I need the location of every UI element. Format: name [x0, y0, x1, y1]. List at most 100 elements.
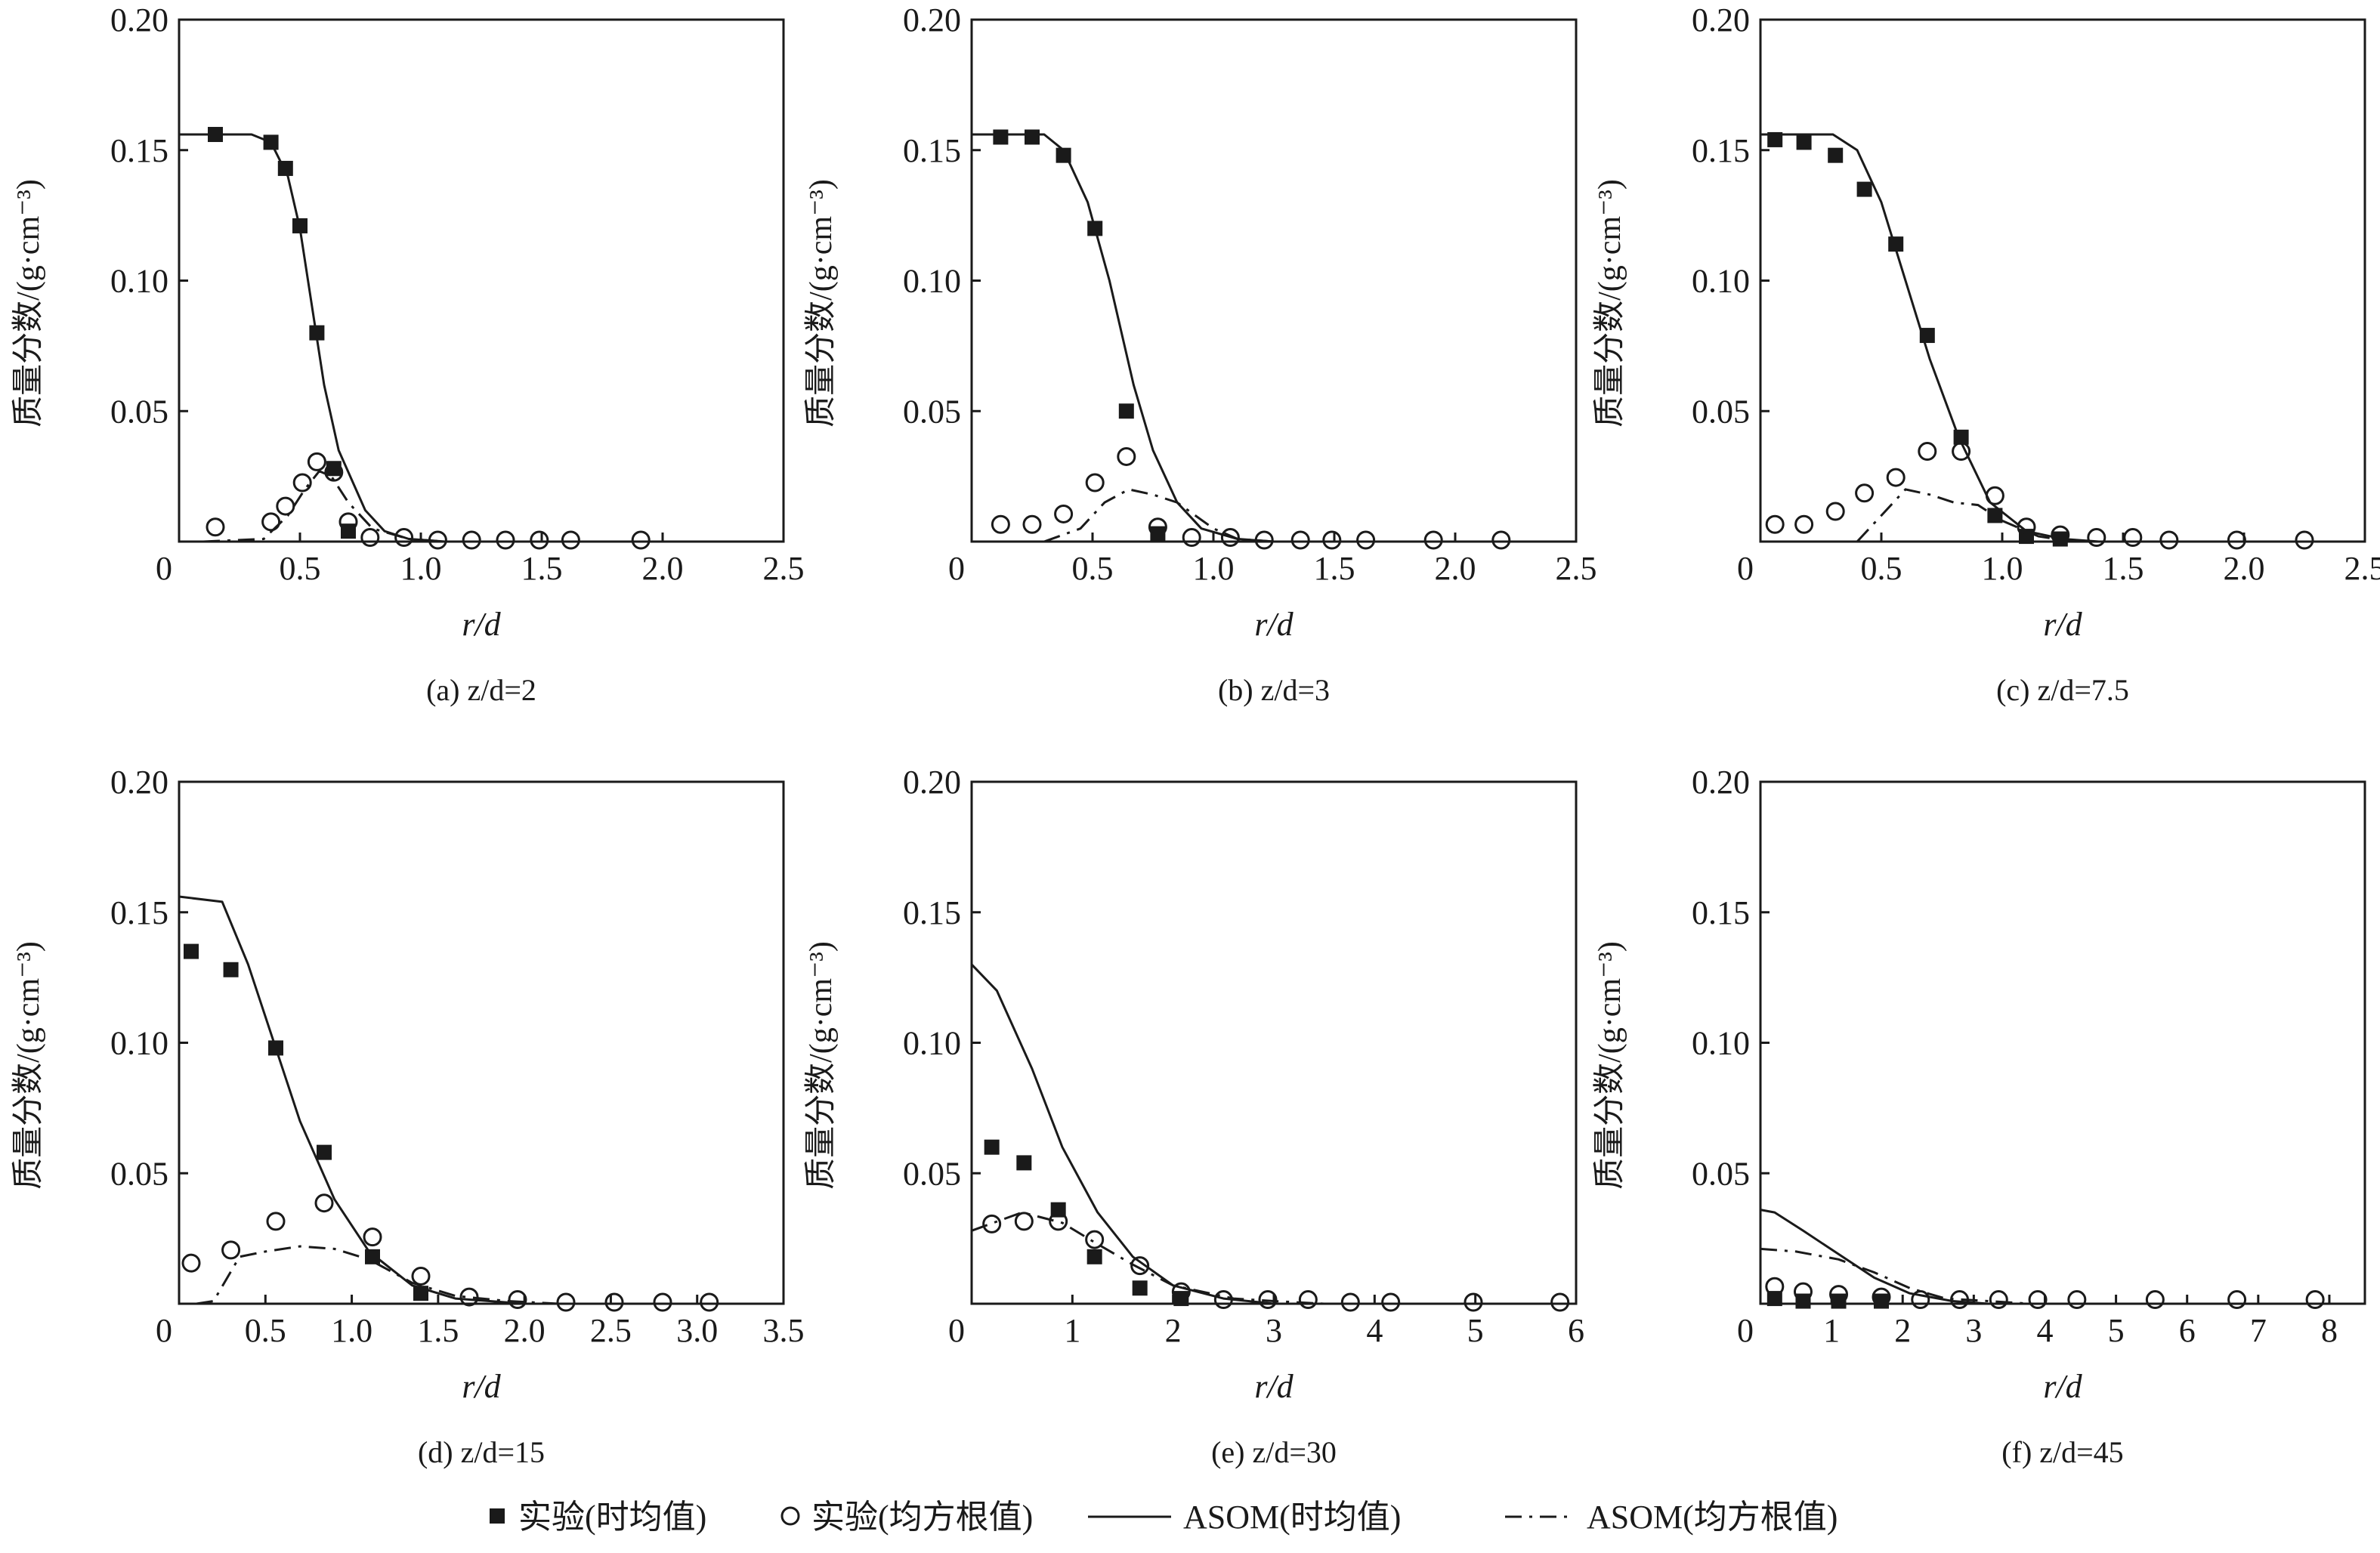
exp-rms-point [181, 1253, 201, 1273]
y-tick-label: 0.20 [903, 2, 961, 39]
legend-label-exp-mean: 实验(时均值) [518, 1499, 706, 1536]
exp-mean-point [317, 1144, 332, 1160]
exp-rms-point [1829, 1285, 1849, 1304]
exp-mean-point [223, 962, 239, 977]
exp-rms-point [1298, 1290, 1318, 1310]
y-tick-label: 0.10 [1692, 263, 1750, 300]
x-tick-label: 7 [2250, 1312, 2267, 1349]
exp-rms-point [411, 1266, 431, 1286]
exp-mean-point [1118, 403, 1134, 419]
exp-rms-point [1290, 530, 1310, 550]
exp-mean-point [984, 1139, 1000, 1155]
exp-mean-point [1828, 147, 1844, 163]
x-tick-label: 1 [1064, 1312, 1080, 1349]
asom-rms-line [971, 1211, 1576, 1305]
x-tick-label: 1.0 [331, 1312, 372, 1349]
exp-rms-point [1014, 1212, 1034, 1231]
x-tick-label: 1.5 [2103, 550, 2144, 587]
x-tick-label: 0.5 [1861, 550, 1902, 587]
asom-mean-line [1760, 133, 2365, 543]
exp-rms-point [221, 1240, 241, 1260]
subplot-e: 0.05 0.10 0.15 0.20 0 1 2 3 4 5 6 r/d (e) z/d=30 质量分数… [804, 764, 1584, 1469]
exp-rms-point [1911, 1290, 1930, 1310]
y-tick-label: 0.15 [110, 894, 168, 931]
asom-rms-line [1043, 488, 1576, 543]
exp-rms-point [1423, 530, 1443, 550]
x-tick-label: 1.5 [417, 1312, 459, 1349]
x-tick-label: 0 [1737, 550, 1754, 587]
exp-rms-point [462, 530, 481, 550]
exp-rms-point [1765, 1277, 1785, 1296]
exp-rms-point [1464, 1292, 1483, 1312]
x-tick-label: 0 [156, 550, 172, 587]
x-axis-label: r/d [1254, 1368, 1294, 1405]
subplot-caption: (a) z/d=2 [426, 673, 536, 707]
plot-frame [970, 18, 1578, 543]
exp-rms-point [2017, 517, 2036, 537]
x-tick-label: 0.5 [280, 550, 321, 587]
asom-mean-line [179, 133, 784, 543]
x-tick-label: 2 [1165, 1312, 1182, 1349]
exp-rms-point [2159, 530, 2179, 550]
x-tick-label: 3.0 [676, 1312, 718, 1349]
exp-rms-point [1765, 514, 1785, 534]
y-tick-label: 0.10 [903, 263, 961, 300]
exp-rms-point [1085, 1230, 1105, 1249]
exp-rms-point [2051, 525, 2070, 545]
x-tick-label: 0.5 [1072, 550, 1114, 587]
legend-square-marker [490, 1508, 505, 1524]
exp-rms-point [276, 496, 295, 516]
y-axis-label: 质量分数/(g·cm⁻³) [1593, 179, 1627, 428]
y-tick-label: 0.10 [110, 263, 168, 300]
x-tick-label: 6 [1568, 1312, 1584, 1349]
y-tick-label: 0.10 [1692, 1025, 1750, 1062]
subplot-caption: (e) z/d=30 [1211, 1435, 1337, 1469]
legend-label-asom-mean: ASOM(时均值) [1183, 1499, 1401, 1536]
x-tick-label: 1.0 [1982, 550, 2023, 587]
x-tick-label: 1 [1823, 1312, 1840, 1349]
exp-mean-point [1016, 1155, 1032, 1171]
exp-rms-point [266, 1212, 286, 1231]
exp-mean-point [365, 1249, 380, 1264]
x-tick-label: 3.5 [763, 1312, 805, 1349]
x-tick-label: 0 [948, 1312, 965, 1349]
exp-rms-point [496, 530, 515, 550]
x-tick-label: 0.5 [245, 1312, 286, 1349]
legend-label-exp-rms: 实验(均方根值) [811, 1499, 1033, 1536]
exp-mean-point [1056, 147, 1071, 163]
exp-rms-point [1952, 442, 1971, 462]
exp-rms-point [360, 528, 380, 548]
y-tick-label: 0.20 [110, 764, 168, 801]
subplot-caption: (c) z/d=7.5 [1996, 673, 2129, 707]
exp-mean-point [292, 218, 308, 233]
x-tick-label: 5 [1467, 1312, 1484, 1349]
exp-mean-point [263, 134, 279, 150]
exp-mean-point [1767, 131, 1783, 147]
x-tick-label: 2.0 [2224, 550, 2265, 587]
exp-rms-point [982, 1214, 1002, 1233]
exp-rms-point [530, 530, 549, 550]
exp-rms-point [2227, 530, 2246, 550]
x-tick-label: 0 [156, 1312, 172, 1349]
exp-rms-point [2028, 1290, 2048, 1310]
y-tick-label: 0.15 [1692, 894, 1750, 931]
x-tick-label: 1.5 [1314, 550, 1355, 587]
exp-rms-point [508, 1290, 527, 1310]
y-tick-label: 0.15 [903, 894, 961, 931]
subplot-b: 0.05 0.10 0.15 0.20 0 0.5 1.0 1.5 2.0 2.5 r/d (b) z… [804, 2, 1597, 707]
exp-mean-point [268, 1040, 283, 1056]
x-tick-label: 3 [1965, 1312, 1982, 1349]
exp-rms-point [1022, 514, 1042, 534]
exp-rms-point [1340, 1292, 1360, 1312]
y-tick-label: 0.05 [903, 1155, 961, 1192]
y-axis-label: 质量分数/(g·cm⁻³) [804, 941, 839, 1190]
exp-rms-point [1085, 473, 1105, 492]
y-tick-label: 0.10 [110, 1025, 168, 1062]
y-tick-label: 0.05 [1692, 1155, 1750, 1192]
exp-mean-point [208, 127, 223, 143]
y-tick-label: 0.20 [110, 2, 168, 39]
exp-rms-point [1148, 517, 1167, 537]
exp-rms-point [261, 512, 281, 532]
x-tick-label: 2.0 [504, 1312, 546, 1349]
